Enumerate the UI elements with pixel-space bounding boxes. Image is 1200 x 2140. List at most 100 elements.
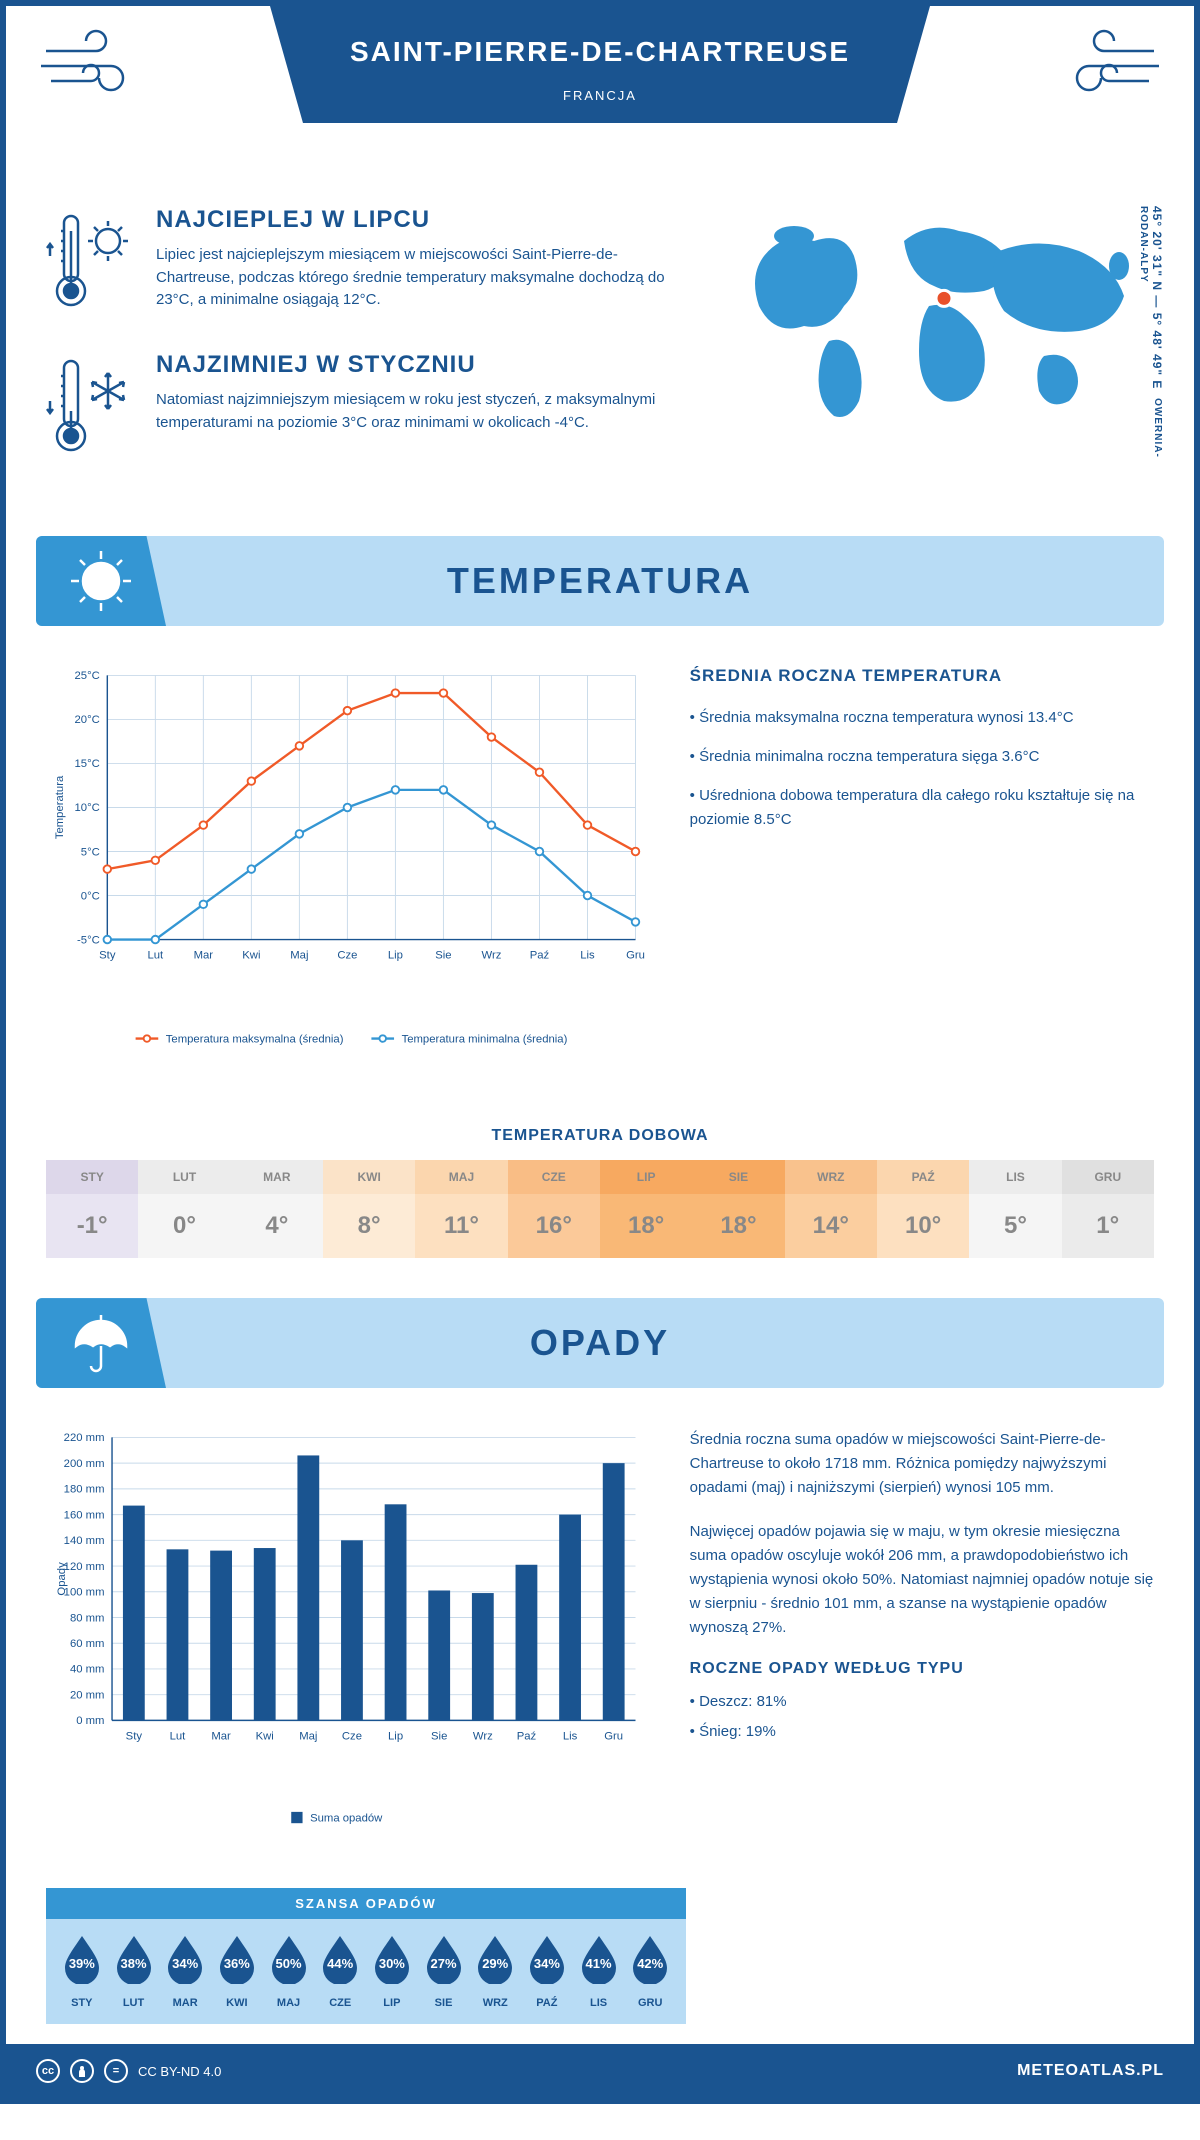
svg-text:Wrz: Wrz xyxy=(473,1730,493,1742)
raindrop-icon: 50% xyxy=(263,1934,315,1989)
svg-text:Mar: Mar xyxy=(211,1730,231,1742)
cc-icon: cc xyxy=(36,2059,60,2083)
precipitation-info: Średnia roczna suma opadów w miejscowośc… xyxy=(690,1428,1154,1848)
svg-text:0 mm: 0 mm xyxy=(76,1715,104,1727)
temp-bullet: • Średnia maksymalna roczna temperatura … xyxy=(690,706,1154,730)
nd-icon: = xyxy=(104,2059,128,2083)
rain-chance-cell: 42% GRU xyxy=(624,1934,676,2009)
world-map xyxy=(734,206,1154,426)
svg-text:20 mm: 20 mm xyxy=(70,1690,105,1702)
daily-temp-cell: LIS 5° xyxy=(969,1160,1061,1258)
precip-paragraph: Średnia roczna suma opadów w miejscowośc… xyxy=(690,1428,1154,1500)
rain-chance-cell: 41% LIS xyxy=(573,1934,625,2009)
rain-chance-cell: 29% WRZ xyxy=(469,1934,521,2009)
raindrop-icon: 41% xyxy=(573,1934,625,1989)
daily-temp-cell: KWI 8° xyxy=(323,1160,415,1258)
sun-icon xyxy=(36,536,166,626)
umbrella-icon xyxy=(36,1298,166,1388)
wind-icon xyxy=(1044,26,1164,111)
daily-temp-cell: WRZ 14° xyxy=(785,1160,877,1258)
svg-text:Paź: Paź xyxy=(530,949,550,961)
temp-bullet: • Uśredniona dobowa temperatura dla całe… xyxy=(690,784,1154,832)
svg-text:60 mm: 60 mm xyxy=(70,1638,105,1650)
svg-text:5°C: 5°C xyxy=(81,846,100,858)
precip-types-title: ROCZNE OPADY WEDŁUG TYPU xyxy=(690,1660,1154,1678)
svg-text:Cze: Cze xyxy=(337,949,357,961)
daily-temp-cell: STY -1° xyxy=(46,1160,138,1258)
raindrop-icon: 38% xyxy=(108,1934,160,1989)
svg-text:Sie: Sie xyxy=(435,949,451,961)
daily-temp-cell: GRU 1° xyxy=(1062,1160,1154,1258)
temperature-section: -5°C0°C5°C10°C15°C20°C25°CStyLutMarKwiMa… xyxy=(6,626,1194,1107)
svg-text:Temperatura: Temperatura xyxy=(54,775,66,839)
temperature-title: TEMPERATURA xyxy=(166,560,1164,602)
raindrop-icon: 39% xyxy=(56,1934,108,1989)
svg-text:Temperatura maksymalna (średni: Temperatura maksymalna (średnia) xyxy=(166,1033,344,1045)
thermometer-snow-icon xyxy=(46,351,136,466)
country-label: FRANCJA xyxy=(350,88,850,103)
svg-text:Maj: Maj xyxy=(299,1730,317,1742)
precipitation-bar-chart: 0 mm20 mm40 mm60 mm80 mm100 mm120 mm140 … xyxy=(46,1428,650,1848)
by-icon xyxy=(70,2059,94,2083)
rain-chance-cell: 34% MAR xyxy=(159,1934,211,2009)
raindrop-icon: 27% xyxy=(418,1934,470,1989)
svg-text:25°C: 25°C xyxy=(75,670,100,682)
svg-text:180 mm: 180 mm xyxy=(64,1484,105,1496)
world-map-panel: 45° 20' 31" N — 5° 48' 49" E OWERNIA-ROD… xyxy=(734,206,1154,496)
svg-text:20°C: 20°C xyxy=(75,714,100,726)
svg-text:140 mm: 140 mm xyxy=(64,1535,105,1547)
svg-text:-5°C: -5°C xyxy=(77,934,100,946)
svg-text:Kwi: Kwi xyxy=(242,949,260,961)
license-text: CC BY-ND 4.0 xyxy=(138,2064,221,2079)
daily-temp-cell: CZE 16° xyxy=(508,1160,600,1258)
svg-text:Lis: Lis xyxy=(580,949,595,961)
svg-text:200 mm: 200 mm xyxy=(64,1458,105,1470)
intro-text-column: NAJCIEPLEJ W LIPCU Lipiec jest najcieple… xyxy=(46,206,694,496)
daily-temp-cell: LIP 18° xyxy=(600,1160,692,1258)
rain-chance-body: 39% STY 38% LUT 34% MAR 36% KWI xyxy=(46,1919,686,2024)
raindrop-icon: 34% xyxy=(521,1934,573,1989)
site-name: METEOATLAS.PL xyxy=(1017,2062,1164,2080)
warmest-block: NAJCIEPLEJ W LIPCU Lipiec jest najcieple… xyxy=(46,206,694,321)
svg-text:Temperatura minimalna (średnia: Temperatura minimalna (średnia) xyxy=(402,1033,568,1045)
precipitation-section-banner: OPADY xyxy=(36,1298,1164,1388)
precip-type-item: • Śnieg: 19% xyxy=(690,1720,1154,1744)
rain-chance-cell: 44% CZE xyxy=(314,1934,366,2009)
svg-text:Lut: Lut xyxy=(170,1730,187,1742)
location-marker xyxy=(936,290,952,306)
svg-text:Sie: Sie xyxy=(431,1730,447,1742)
svg-text:Lut: Lut xyxy=(147,949,164,961)
coldest-text: Natomiast najzimniejszym miesiącem w rok… xyxy=(156,389,694,434)
intro-section: NAJCIEPLEJ W LIPCU Lipiec jest najcieple… xyxy=(6,186,1194,536)
svg-text:Opady: Opady xyxy=(56,1562,68,1596)
svg-text:Paź: Paź xyxy=(517,1730,537,1742)
header-banner: SAINT-PIERRE-DE-CHARTREUSE FRANCJA xyxy=(270,6,930,123)
svg-text:Maj: Maj xyxy=(290,949,308,961)
temp-bullet: • Średnia minimalna roczna temperatura s… xyxy=(690,745,1154,769)
location-title: SAINT-PIERRE-DE-CHARTREUSE xyxy=(350,36,850,68)
precipitation-title: OPADY xyxy=(166,1322,1164,1364)
daily-temp-cell: MAJ 11° xyxy=(415,1160,507,1258)
svg-text:Gru: Gru xyxy=(626,949,645,961)
wind-icon xyxy=(36,26,156,111)
svg-text:Lip: Lip xyxy=(388,949,403,961)
temperature-info: ŚREDNIA ROCZNA TEMPERATURA • Średnia mak… xyxy=(690,666,1154,1067)
rain-chance-cell: 50% MAJ xyxy=(263,1934,315,2009)
rain-chance-cell: 38% LUT xyxy=(108,1934,160,2009)
raindrop-icon: 42% xyxy=(624,1934,676,1989)
rain-chance-cell: 30% LIP xyxy=(366,1934,418,2009)
coldest-title: NAJZIMNIEJ W STYCZNIU xyxy=(156,351,694,379)
daily-temp-cell: PAŹ 10° xyxy=(877,1160,969,1258)
temp-info-title: ŚREDNIA ROCZNA TEMPERATURA xyxy=(690,666,1154,686)
warmest-title: NAJCIEPLEJ W LIPCU xyxy=(156,206,694,234)
footer: cc = CC BY-ND 4.0 METEOATLAS.PL xyxy=(6,2044,1194,2098)
temperature-section-banner: TEMPERATURA xyxy=(36,536,1164,626)
rain-chance-panel: SZANSA OPADÓW 39% STY 38% LUT 34% MAR 36… xyxy=(46,1888,686,2024)
svg-text:Wrz: Wrz xyxy=(482,949,502,961)
svg-text:Kwi: Kwi xyxy=(256,1730,274,1742)
coordinates-label: 45° 20' 31" N — 5° 48' 49" E OWERNIA-ROD… xyxy=(1136,206,1164,496)
raindrop-icon: 44% xyxy=(314,1934,366,1989)
svg-text:220 mm: 220 mm xyxy=(64,1432,105,1444)
precipitation-section: 0 mm20 mm40 mm60 mm80 mm100 mm120 mm140 … xyxy=(6,1388,1194,1888)
svg-text:Cze: Cze xyxy=(342,1730,362,1742)
